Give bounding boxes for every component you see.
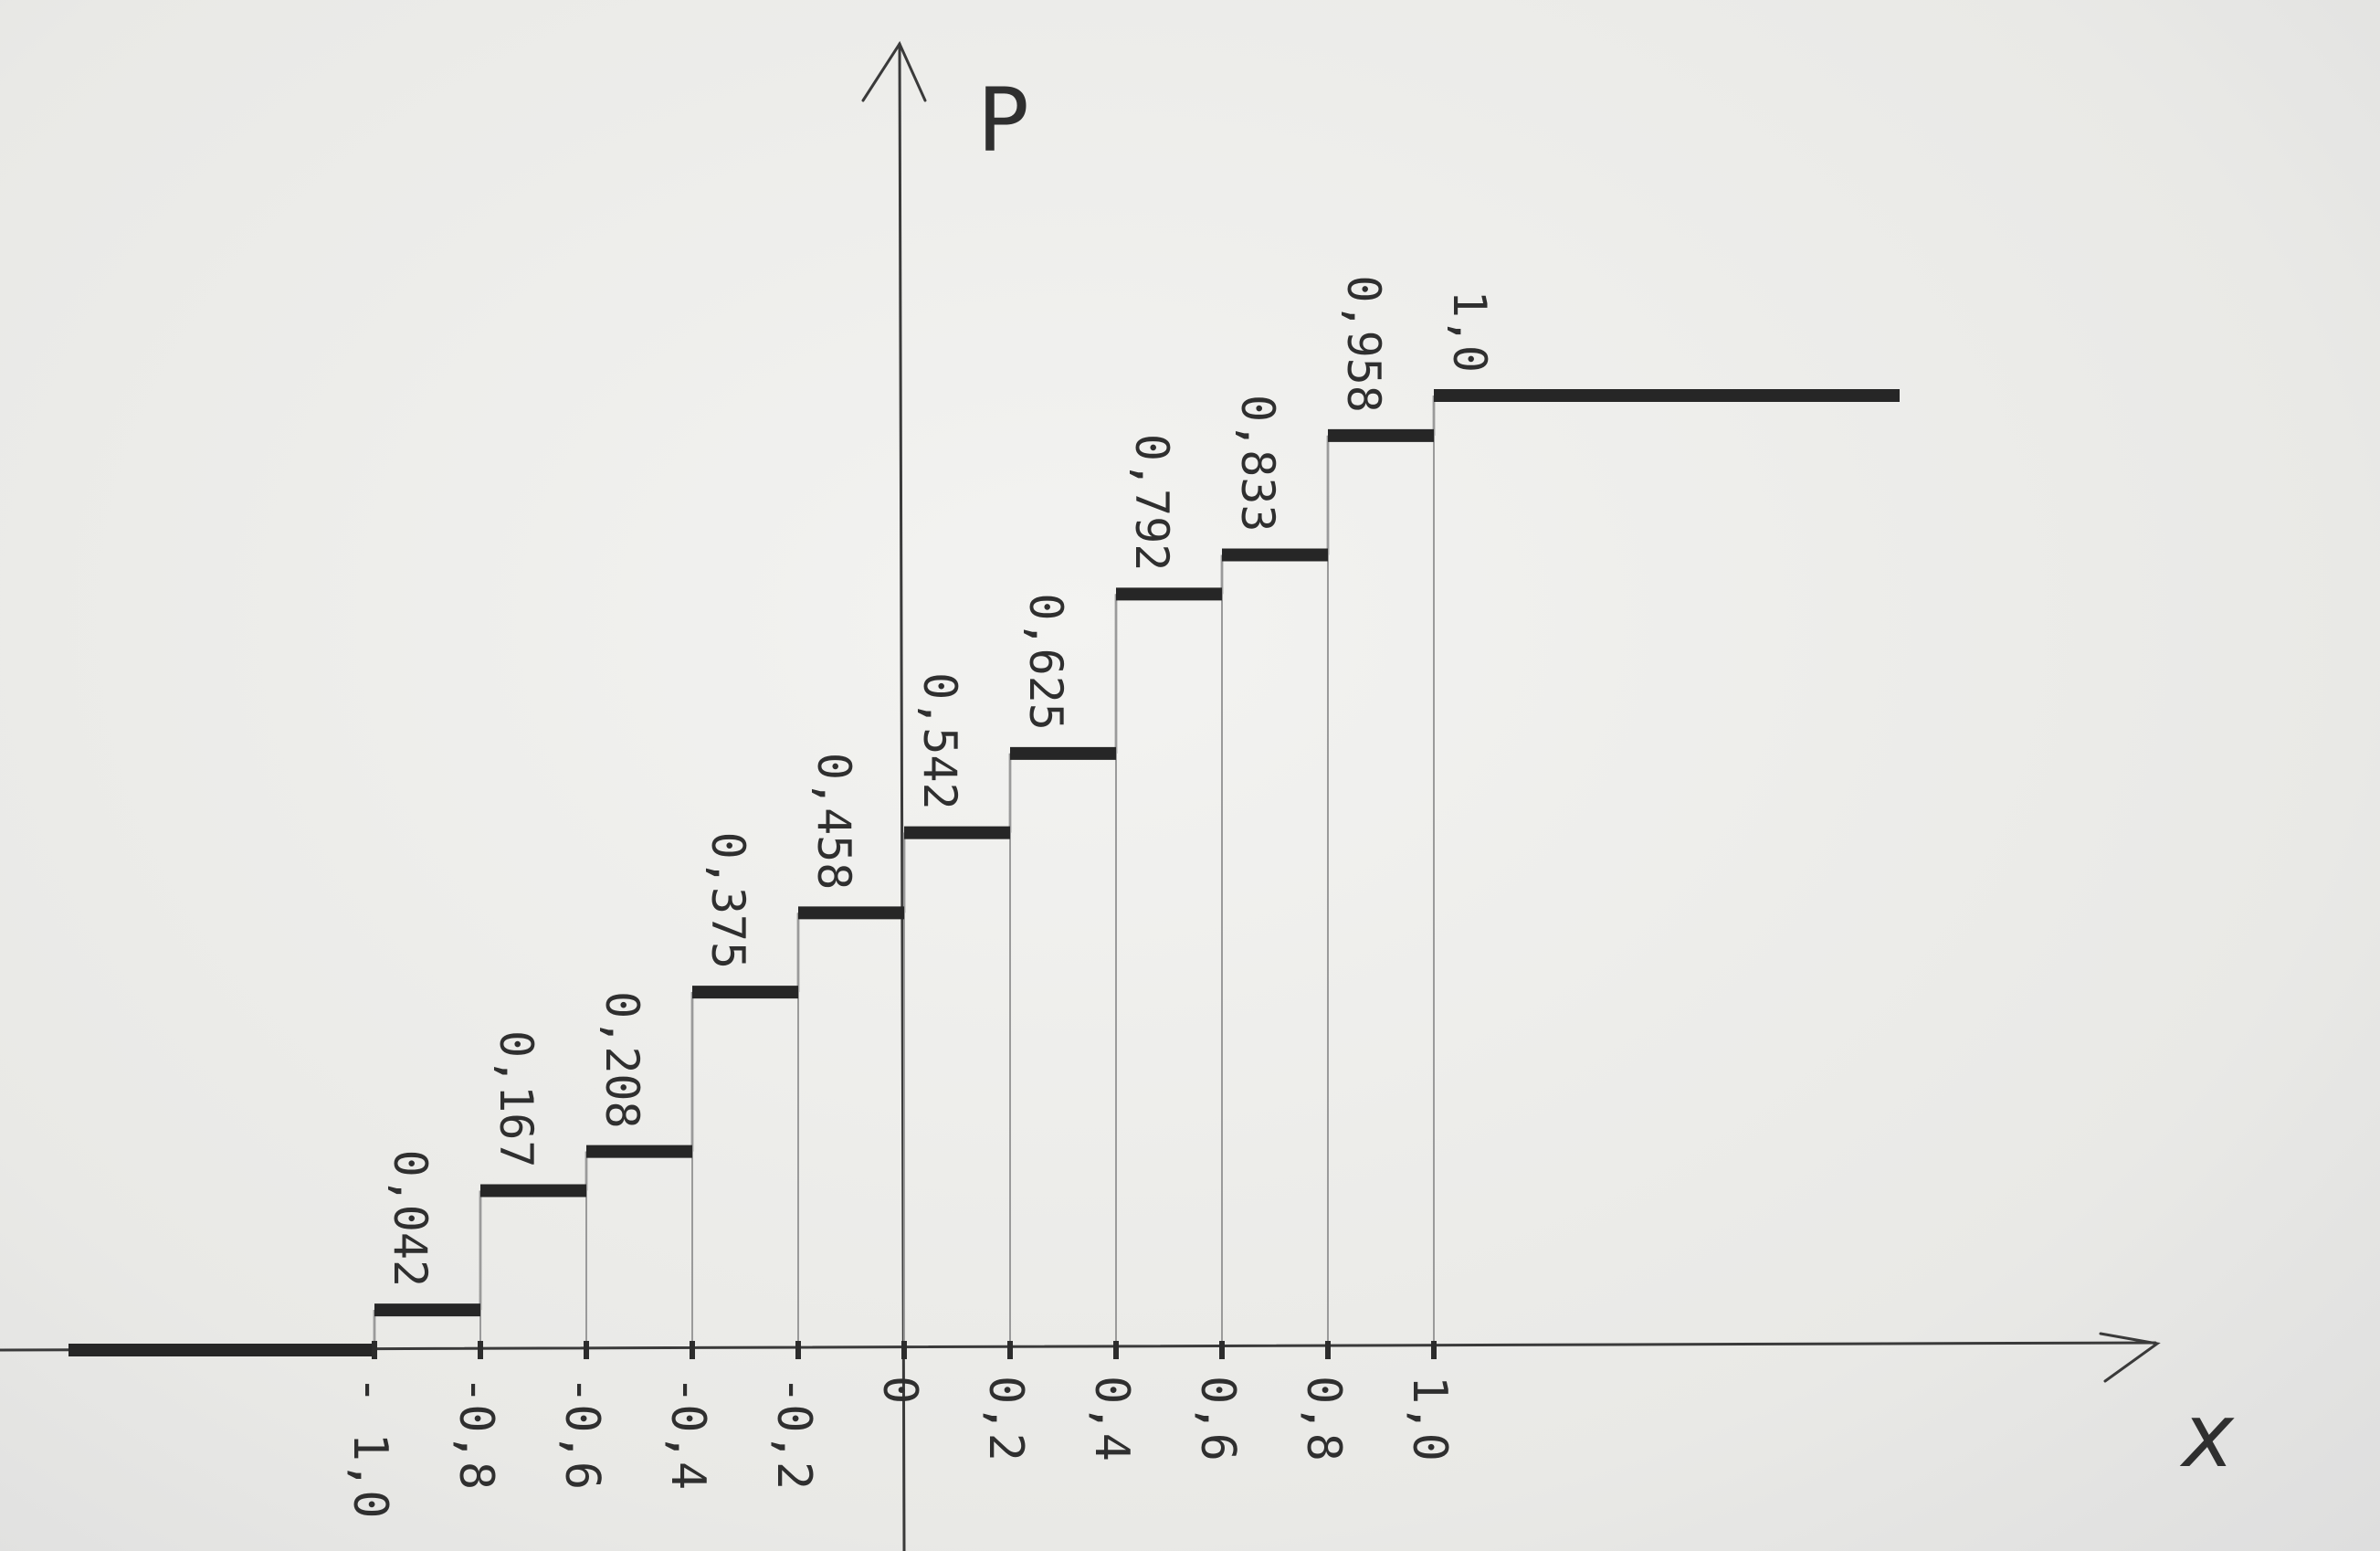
step-value-label: 0,375 bbox=[701, 832, 754, 970]
x-axis-arrow bbox=[2099, 1332, 2161, 1383]
x-tick-label: -0,2 bbox=[766, 1376, 821, 1490]
x-tick-label: 0,6 bbox=[1190, 1376, 1245, 1461]
step-value-label: 0,458 bbox=[807, 753, 860, 891]
x-tick-label: 0,4 bbox=[1084, 1376, 1139, 1461]
x-tick-label: - 1,0 bbox=[342, 1376, 397, 1519]
step-value-labels: 0,042 0,167 0,208 0,375 0,458 0,542 0,625 0,792… bbox=[384, 275, 1496, 1287]
x-tick-label: 0,2 bbox=[978, 1376, 1033, 1461]
x-tick-label: 0,8 bbox=[1296, 1376, 1351, 1461]
x-tick-label: -0,4 bbox=[660, 1376, 715, 1490]
x-tick-label: -0,6 bbox=[554, 1376, 609, 1490]
x-tick-label: -0,8 bbox=[448, 1376, 503, 1490]
x-axis-label: x bbox=[2179, 1385, 2236, 1487]
step-risers bbox=[373, 396, 1436, 1350]
step-value-label: 0,625 bbox=[1019, 593, 1072, 731]
step-segments bbox=[68, 389, 1900, 1356]
step-value-label: 0,542 bbox=[913, 672, 966, 810]
step-value-label: 0,167 bbox=[490, 1030, 542, 1168]
x-tick-label: 0 bbox=[872, 1376, 927, 1404]
y-axis-label: P bbox=[977, 69, 1030, 172]
x-tick-label: 1,0 bbox=[1402, 1376, 1457, 1461]
step-value-label: 1,0 bbox=[1443, 290, 1496, 373]
step-value-label: 0,042 bbox=[384, 1150, 437, 1288]
y-axis-arrow bbox=[861, 40, 927, 102]
step-value-label: 0,833 bbox=[1231, 395, 1284, 533]
x-tick-labels: - 1,0 -0,8 -0,6 -0,4 -0,2 0 0,2 0,4 0,6 0,8 1,0 bbox=[342, 1341, 1457, 1519]
step-value-label: 0,792 bbox=[1125, 434, 1178, 572]
step-value-label: 0,958 bbox=[1337, 275, 1390, 413]
step-value-label: 0,208 bbox=[595, 991, 648, 1129]
